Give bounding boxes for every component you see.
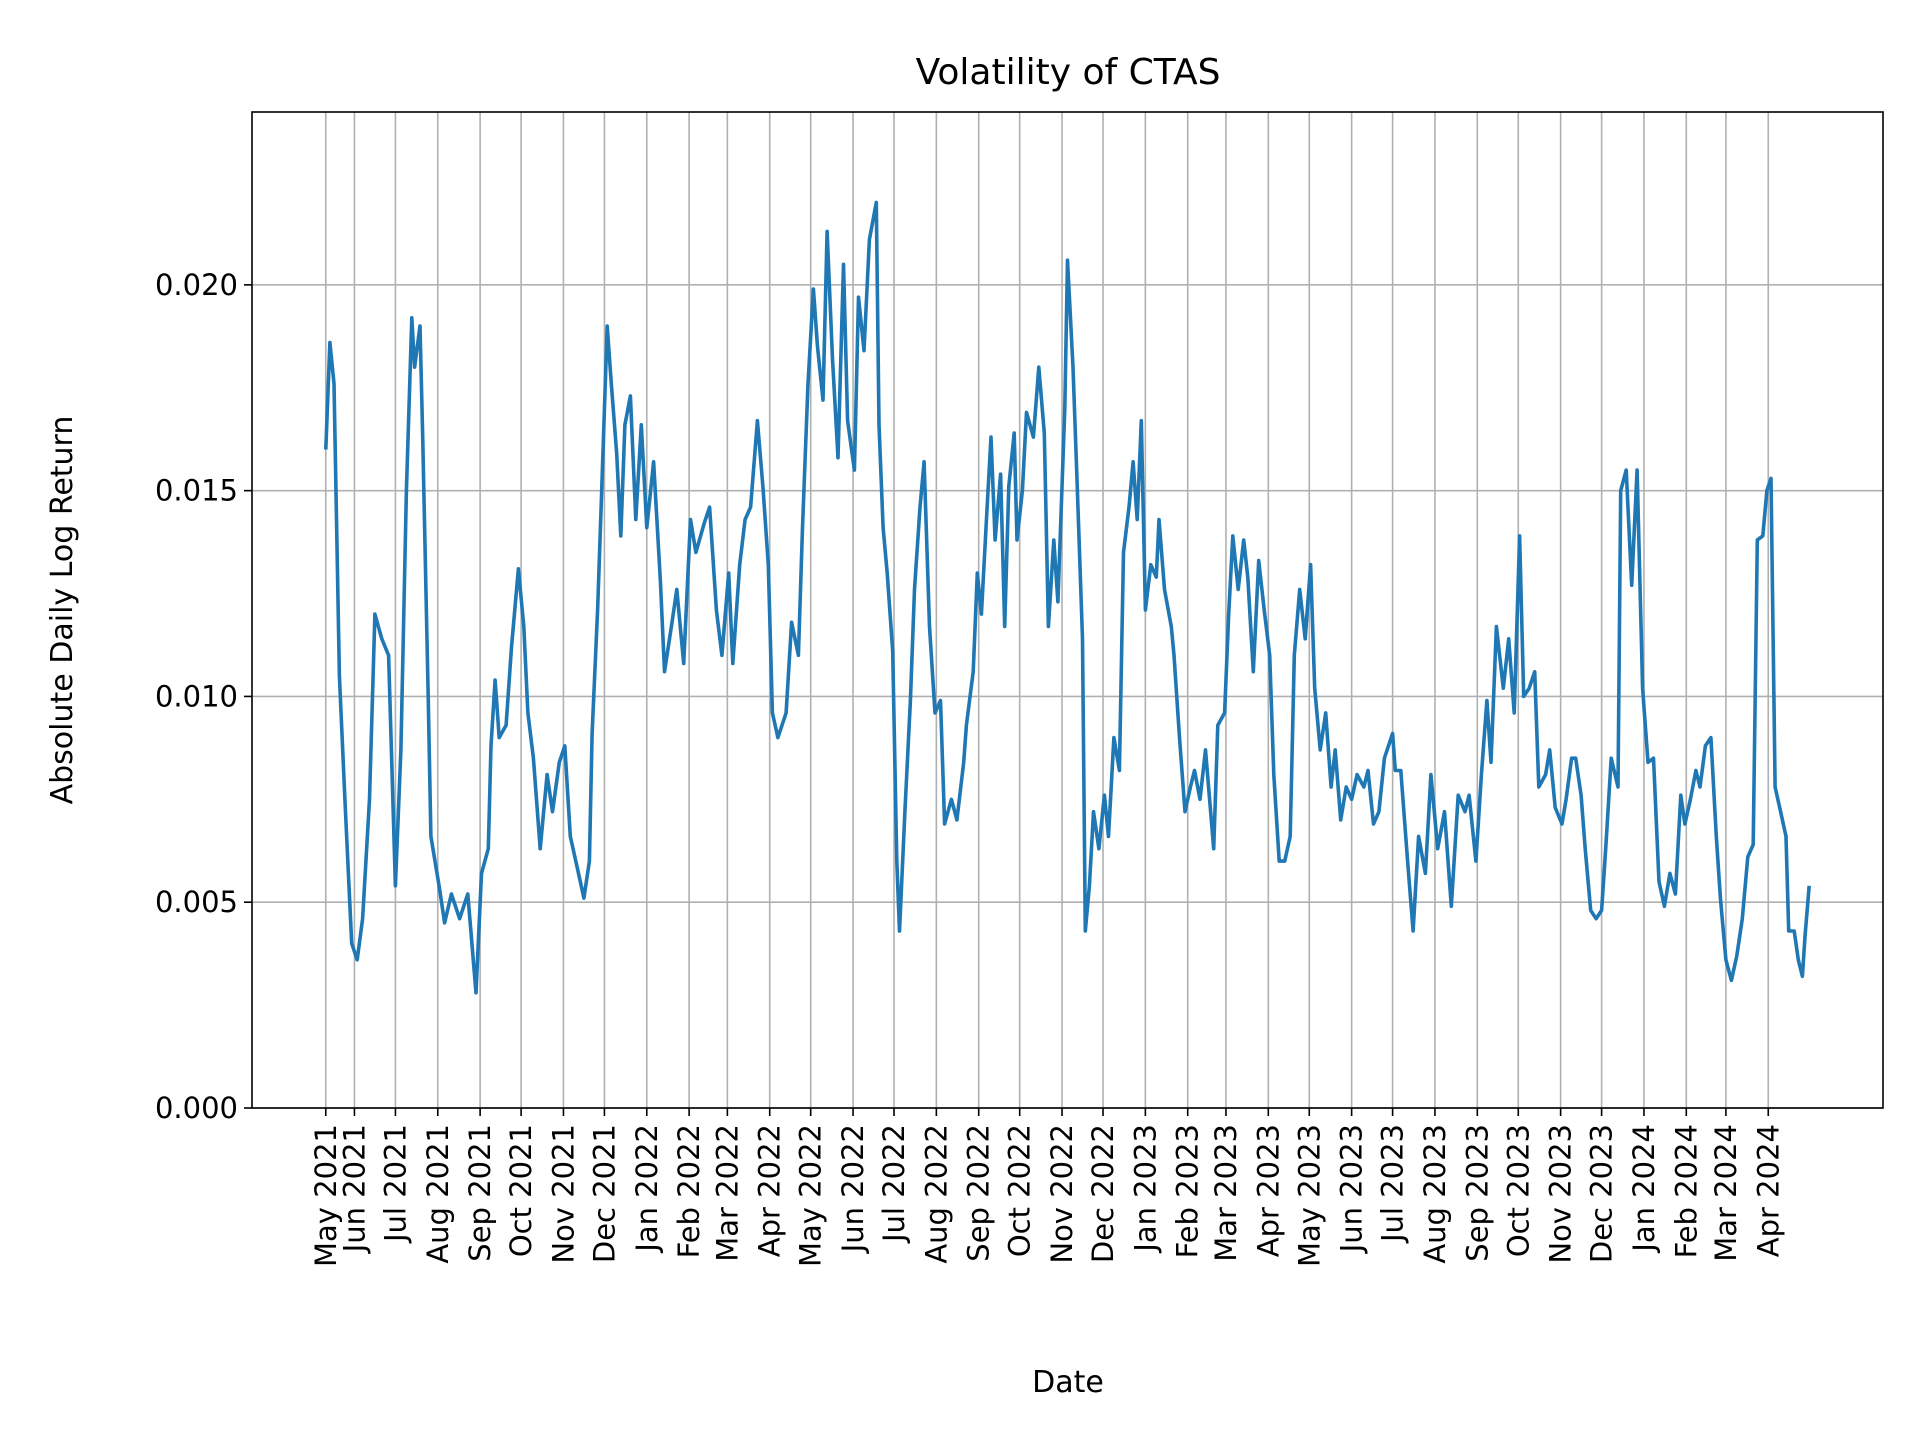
- x-tick-label: Mar 2024: [1709, 1124, 1743, 1262]
- x-tick-label: Oct 2023: [1501, 1124, 1535, 1257]
- y-tick-label: 0.005: [155, 885, 238, 919]
- volatility-series-line: [324, 200, 1811, 995]
- y-axis-ticks: 0.000 0.005 0.010 0.015 0.020: [155, 268, 252, 1125]
- x-tick-label: Mar 2023: [1209, 1124, 1243, 1262]
- x-tick-label: May 2023: [1292, 1124, 1326, 1267]
- x-tick-label: Aug 2021: [421, 1124, 455, 1264]
- x-tick-label: Aug 2022: [919, 1124, 953, 1264]
- x-tick-label: May 2022: [794, 1124, 828, 1267]
- x-tick-label: Jun 2022: [836, 1124, 870, 1254]
- x-tick-label: Dec 2021: [587, 1124, 621, 1263]
- x-tick-label: Dec 2023: [1585, 1124, 1619, 1263]
- x-tick-label: Jul 2022: [877, 1124, 911, 1244]
- y-tick-label: 0.010: [155, 679, 238, 713]
- x-tick-label: Sep 2021: [463, 1124, 497, 1262]
- x-tick-label: Jul 2021: [378, 1124, 412, 1244]
- y-tick-label: 0.020: [155, 268, 238, 302]
- series-layer: [324, 200, 1811, 995]
- y-tick-label: 0.000: [155, 1091, 238, 1125]
- x-tick-label: May 2021: [309, 1124, 343, 1267]
- axes-frame: [251, 111, 1884, 1109]
- x-tick-label: Nov 2021: [546, 1124, 580, 1264]
- x-tick-label: Jun 2023: [1335, 1124, 1369, 1254]
- x-tick-label: Aug 2023: [1418, 1124, 1452, 1264]
- x-tick-label: Jun 2021: [337, 1124, 371, 1254]
- x-tick-label: Oct 2021: [504, 1124, 538, 1257]
- x-tick-label: Jan 2023: [1128, 1124, 1162, 1254]
- x-tick-label: Sep 2022: [962, 1124, 996, 1262]
- x-tick-label: Apr 2023: [1251, 1124, 1285, 1257]
- x-tick-label: Feb 2022: [672, 1124, 706, 1258]
- x-tick-label: Mar 2022: [710, 1124, 744, 1262]
- x-tick-label: Jan 2024: [1627, 1124, 1661, 1254]
- x-tick-label: Feb 2023: [1171, 1124, 1205, 1258]
- x-tick-label: Jan 2022: [630, 1124, 664, 1254]
- x-tick-label: Apr 2024: [1751, 1124, 1785, 1257]
- x-tick-label: Sep 2023: [1460, 1124, 1494, 1262]
- x-axis-label: Date: [1032, 1365, 1104, 1400]
- x-tick-label: Oct 2022: [1003, 1124, 1037, 1257]
- x-tick-label: Jul 2023: [1376, 1124, 1410, 1244]
- x-tick-label: Nov 2023: [1544, 1124, 1578, 1264]
- y-axis-label: Absolute Daily Log Return: [45, 416, 80, 805]
- x-tick-label: Dec 2022: [1086, 1124, 1120, 1263]
- x-tick-label: Nov 2022: [1045, 1124, 1079, 1264]
- x-tick-label: Apr 2022: [753, 1124, 787, 1257]
- y-tick-label: 0.015: [155, 474, 238, 508]
- chart-title: Volatility of CTAS: [916, 52, 1221, 93]
- x-tick-label: Feb 2024: [1669, 1124, 1703, 1258]
